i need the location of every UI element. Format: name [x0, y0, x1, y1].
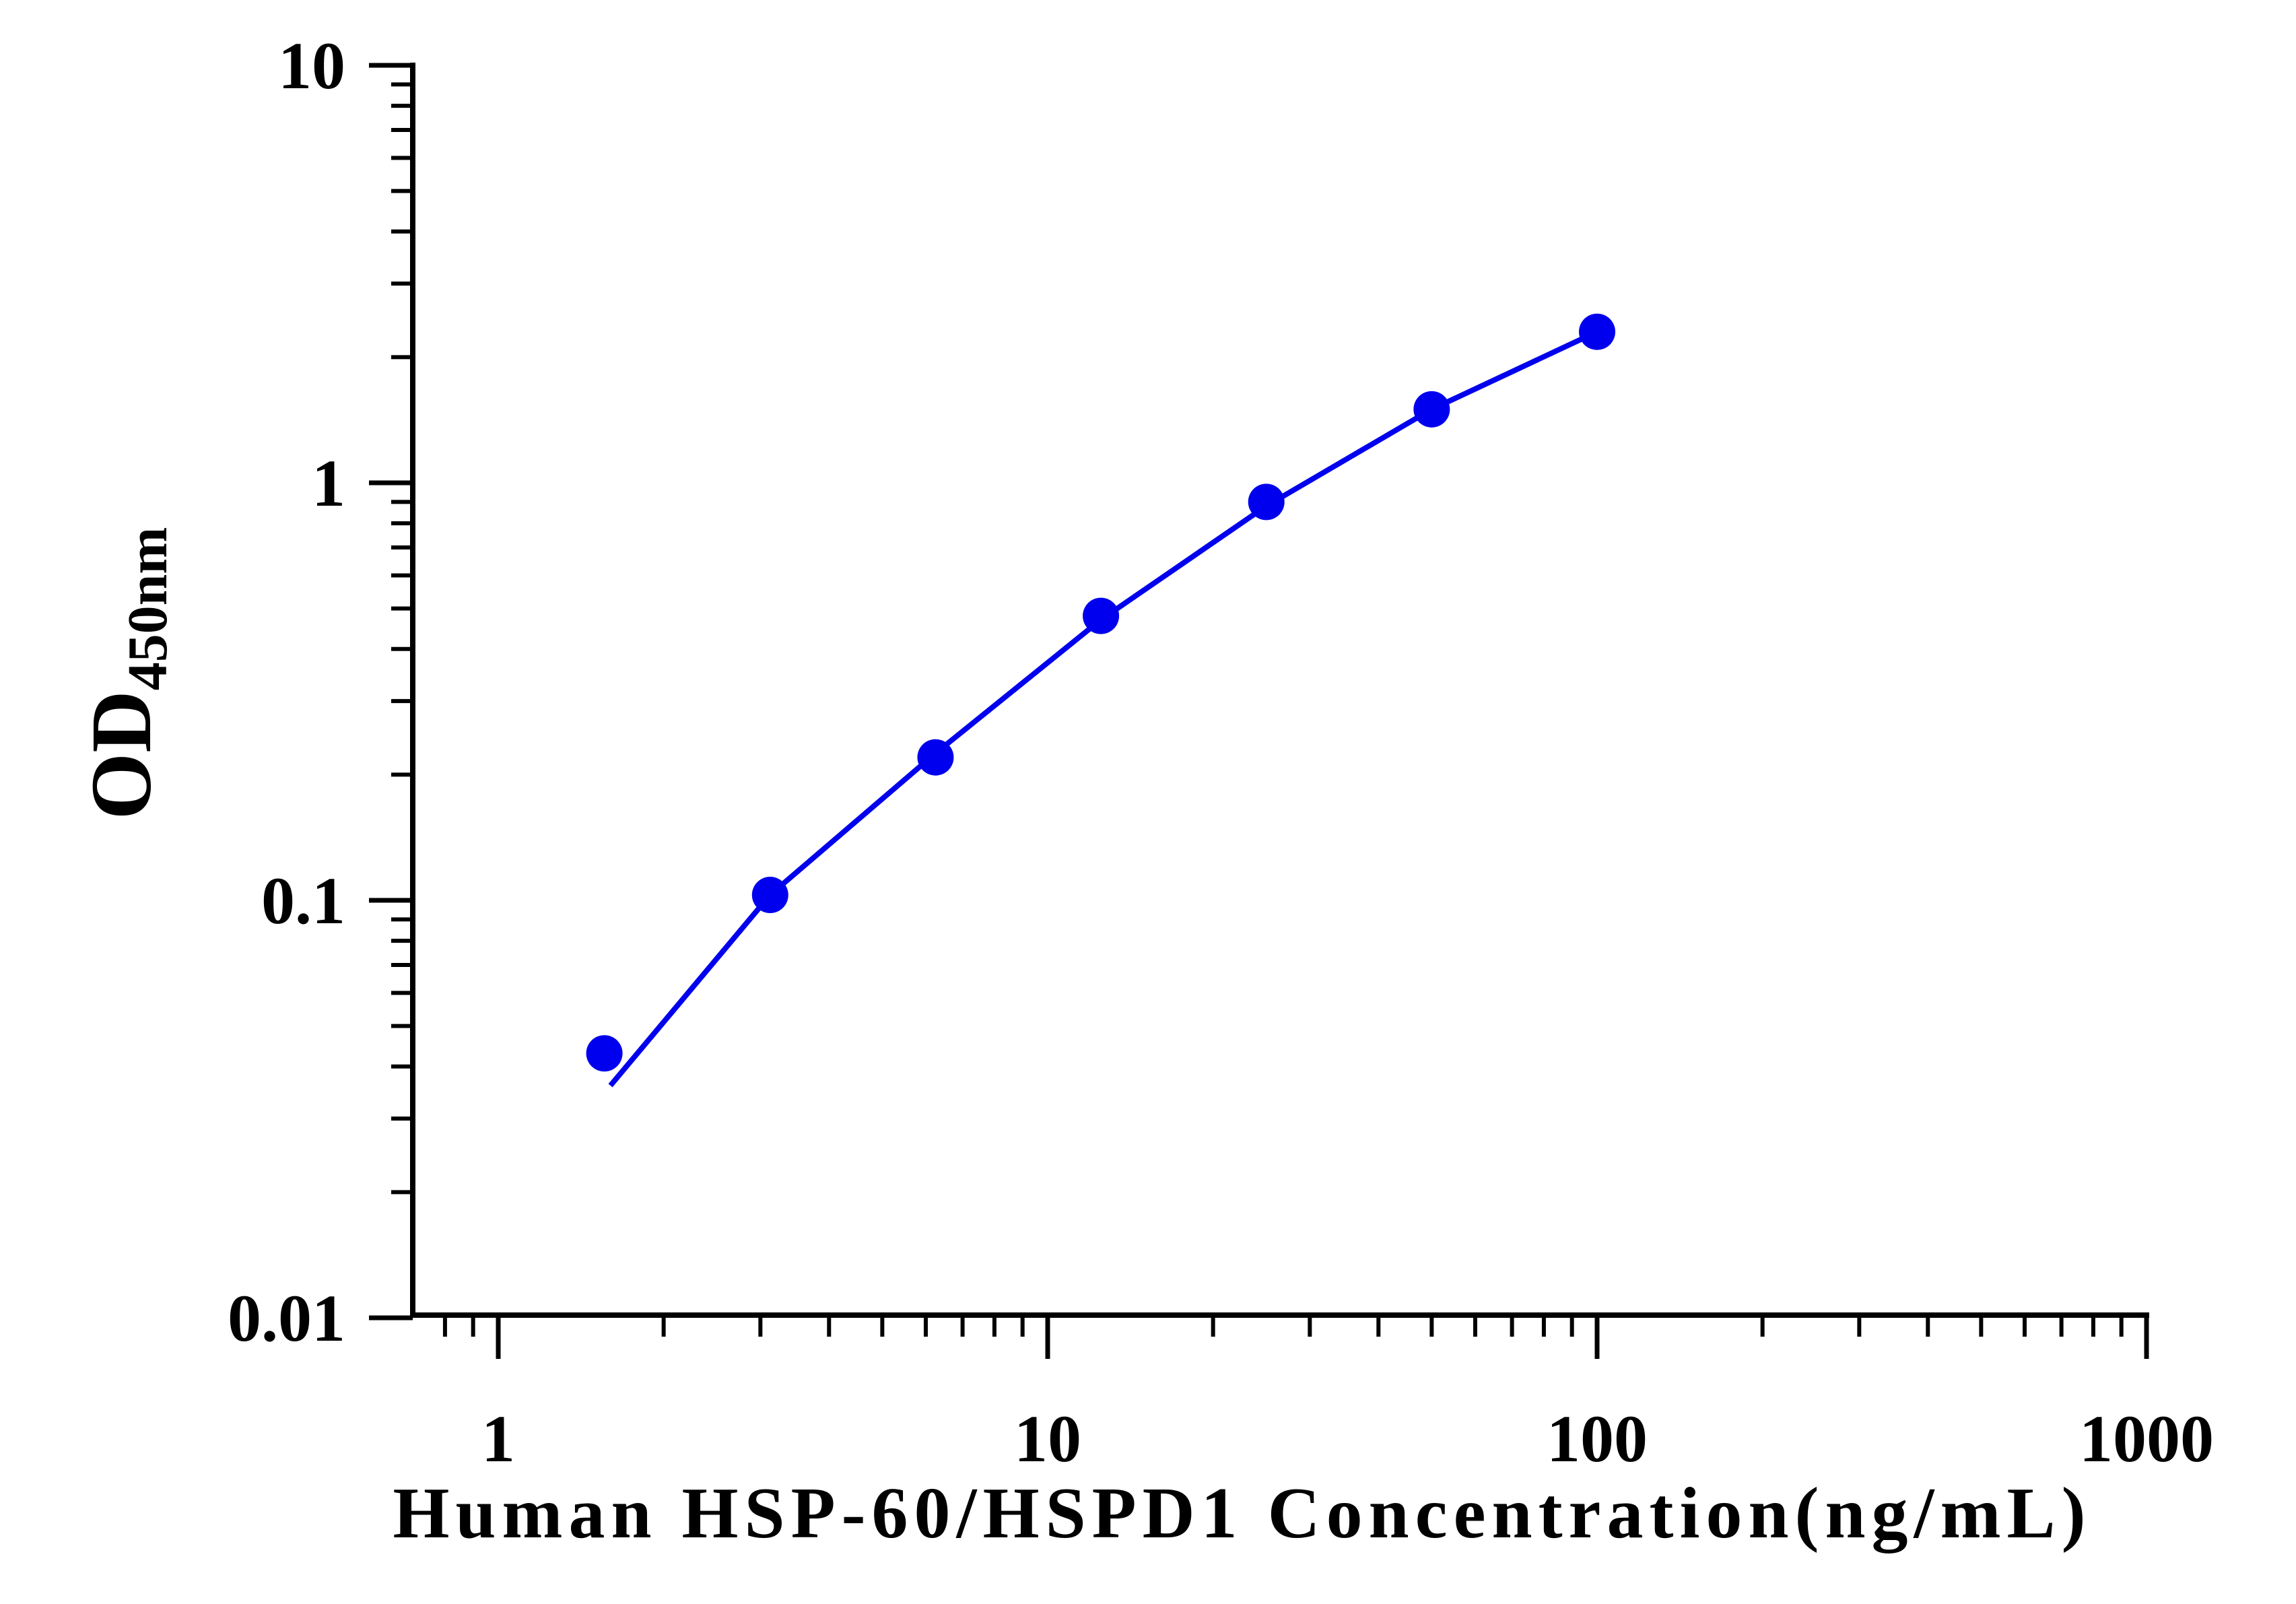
data-point: [751, 877, 788, 914]
data-point: [1579, 313, 1615, 350]
y-tick-label: 0.01: [228, 1281, 345, 1356]
data-point: [1083, 597, 1120, 634]
fit-curve: [608, 329, 1598, 1088]
y-tick-label: 1: [312, 446, 345, 521]
y-tick-label: 10: [278, 28, 345, 103]
x-tick-label: 10: [1014, 1401, 1081, 1476]
x-tick-label: 1: [481, 1401, 515, 1476]
data-point: [1413, 391, 1450, 428]
x-tick-label: 100: [1547, 1401, 1648, 1476]
y-axis-title: OD450nm: [73, 527, 179, 820]
data-point: [917, 739, 954, 776]
data-point: [1248, 483, 1285, 521]
y-tick-label: 0.1: [261, 863, 345, 938]
ticks: [369, 63, 2149, 1359]
y-axis-title-subscript: 450nm: [116, 527, 179, 691]
x-tick-label: 1000: [2079, 1401, 2214, 1476]
axes: [410, 63, 2149, 1318]
x-axis-title: Human HSP-60/HSPD1 Concentration(ng/mL): [393, 1473, 2091, 1553]
tick-labels: 0.01 0.1 1 10 1 10 100 1000: [228, 28, 2214, 1476]
y-axis-title-main: OD: [73, 690, 169, 820]
data-point: [586, 1035, 623, 1072]
series: [586, 313, 1615, 1088]
